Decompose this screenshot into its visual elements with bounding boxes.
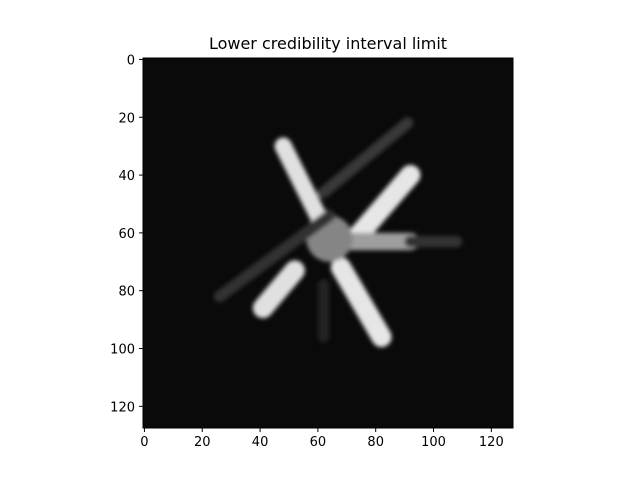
y-tick-label: 80 xyxy=(118,285,135,300)
y-tick-label: 100 xyxy=(110,343,135,358)
x-axis: 0 20 40 60 80 100 120 xyxy=(140,428,504,450)
x-tick-label: 120 xyxy=(479,435,504,450)
plot-frame xyxy=(142,57,514,429)
y-tick-label: 120 xyxy=(110,400,135,415)
image-blade-0 xyxy=(274,137,333,236)
x-tick-label: 0 xyxy=(140,435,148,450)
x-tick-label: 40 xyxy=(252,435,269,450)
chart-title: Lower credibility interval limit xyxy=(209,34,447,53)
x-tick-label: 80 xyxy=(367,435,384,450)
image-streak-6 xyxy=(213,209,336,303)
image-blade-1 xyxy=(345,164,421,249)
y-tick-label: 0 xyxy=(127,53,135,68)
y-tick-label: 20 xyxy=(118,111,135,126)
y-axis: 0 20 40 60 80 100 120 xyxy=(110,53,143,415)
plot-area xyxy=(142,57,514,429)
x-tick-label: 60 xyxy=(310,435,327,450)
image-blade-3 xyxy=(330,257,392,348)
y-tick-label: 40 xyxy=(118,169,135,184)
image-streak-7 xyxy=(317,117,414,199)
x-tick-label: 20 xyxy=(194,435,211,450)
image-blade-2 xyxy=(252,260,305,319)
x-tick-label: 100 xyxy=(421,435,446,450)
image-features xyxy=(213,117,463,348)
y-tick-label: 60 xyxy=(118,227,135,242)
